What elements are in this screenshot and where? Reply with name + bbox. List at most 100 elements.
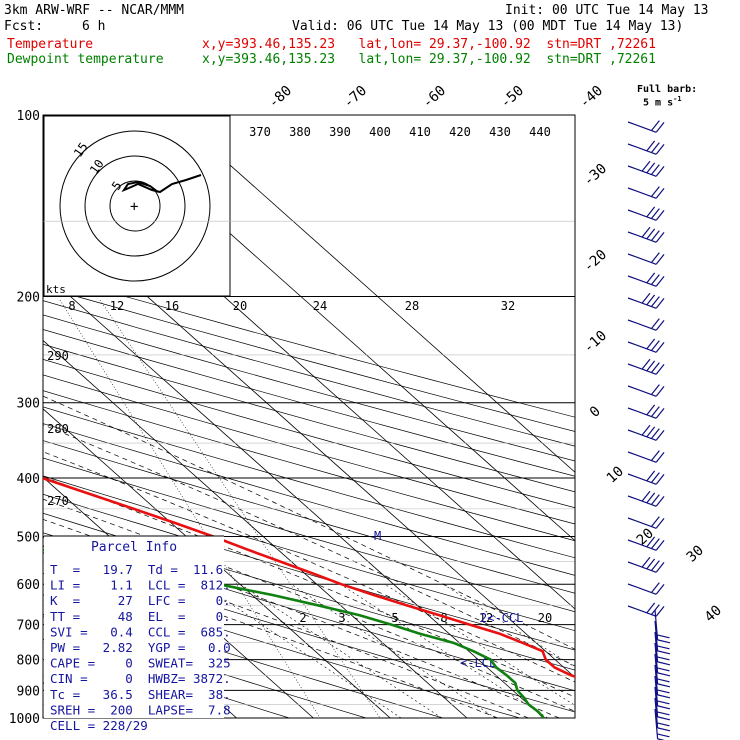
barb-flag (646, 602, 656, 614)
barb-flag (651, 428, 660, 439)
wind-barb (627, 140, 665, 155)
barb-flag (657, 645, 670, 650)
annotation-ccl: 2<-CCL (480, 611, 523, 625)
barb-flag (657, 672, 671, 677)
isotherm-line (0, 115, 6, 718)
hodograph-ring-label: 10 (87, 157, 107, 177)
barb-shaft (654, 675, 659, 706)
barb-flag (651, 494, 660, 505)
init-time: Init: 00 UTC Tue 14 May 13 (505, 3, 709, 18)
barb-flag (651, 582, 660, 593)
barb-flag (651, 120, 660, 131)
mixing-ratio-line (384, 583, 575, 706)
speed-label: 24 (313, 299, 327, 313)
theta-label: 270 (47, 494, 69, 508)
barb-flag (655, 297, 665, 309)
wind-barb (627, 516, 665, 529)
dry-adiabat (43, 457, 575, 613)
pressure-label: 300 (17, 397, 40, 412)
barb-flag (651, 450, 660, 461)
barb-flag (655, 275, 665, 287)
forecast-hours: 6 h (82, 19, 106, 34)
theta-label: 370 (249, 125, 271, 139)
dry-adiabat (43, 359, 575, 509)
wind-barb (627, 556, 665, 573)
wind-barb (627, 470, 665, 485)
barb-flag (655, 165, 665, 177)
barb-flag (657, 656, 670, 661)
wind-barb (627, 160, 665, 177)
barb-shaft (654, 609, 659, 640)
parcel-row: PW = 2.82 YGP = 0.0 (50, 640, 231, 655)
isotherm-label: -40 (577, 83, 607, 112)
barb-flag (655, 319, 665, 331)
wind-barb (627, 272, 665, 287)
barb-flag (657, 634, 670, 639)
barb-flag (651, 318, 660, 329)
full-barb-label: Full barb: (637, 84, 698, 95)
barb-flag (641, 292, 651, 304)
barb-shaft (654, 664, 659, 695)
dewpoint-legend: Dewpoint temperature (7, 52, 164, 67)
pressure-label: 800 (17, 654, 40, 669)
barb-flag (641, 490, 651, 502)
wind-barb (654, 664, 671, 699)
barb-flag (641, 424, 651, 436)
wind-barb (654, 631, 671, 666)
barb-flag (655, 231, 665, 243)
isotherm-label: -60 (420, 83, 450, 112)
barb-flag (657, 716, 671, 721)
hodograph-center: + (130, 199, 138, 215)
wind-barb (627, 338, 665, 353)
wind-barb (627, 602, 665, 617)
moist-adiabat (43, 476, 575, 698)
barb-flag (655, 143, 665, 155)
isotherm-line (43, 271, 545, 718)
dry-adiabat (43, 300, 575, 447)
barb-flag (655, 407, 665, 419)
barb-flag (655, 429, 665, 441)
barb-flag (655, 209, 665, 221)
temperature-legend: Temperature (7, 37, 94, 52)
isotherm-line (173, 115, 575, 473)
barb-flag (646, 162, 656, 174)
wind-barb (627, 358, 665, 375)
mixing-ratio-label: 20 (538, 611, 552, 625)
barb-flag (646, 206, 656, 218)
wind-barb (627, 424, 665, 441)
barb-shaft (654, 653, 659, 684)
barb-flag (657, 722, 670, 727)
barb-shaft (627, 253, 657, 265)
speed-label: 8 (68, 299, 75, 313)
barb-flag (655, 583, 665, 595)
dry-adiabat (43, 314, 575, 462)
barb-shaft (627, 143, 657, 155)
model-title: 3km ARW-WRF -- NCAR/MMM (4, 3, 185, 18)
parcel-row: LI = 1.1 LCL = 812. (50, 578, 231, 593)
theta-label: 390 (329, 125, 351, 139)
moist-adiabat (43, 537, 529, 718)
theta-label: 420 (449, 125, 471, 139)
dry-adiabat (43, 329, 575, 477)
temperature-trace (43, 476, 575, 678)
barb-flag (657, 727, 671, 732)
barb-flag (651, 362, 660, 373)
barb-shaft (654, 620, 659, 651)
barb-shaft (627, 297, 657, 309)
barb-flag (646, 294, 656, 306)
barb-flag (646, 272, 656, 284)
barb-flag (651, 384, 660, 395)
barb-flag (655, 473, 665, 485)
barb-flag (657, 678, 670, 683)
barb-shaft (627, 275, 657, 287)
barb-flag (655, 517, 665, 529)
barb-flag (657, 694, 671, 699)
barb-flag (651, 142, 660, 153)
barb-flag (657, 667, 670, 672)
pressure-label: 100 (17, 109, 40, 124)
barb-flag (646, 404, 656, 416)
barb-flag (657, 738, 671, 740)
wind-barb (654, 686, 671, 721)
